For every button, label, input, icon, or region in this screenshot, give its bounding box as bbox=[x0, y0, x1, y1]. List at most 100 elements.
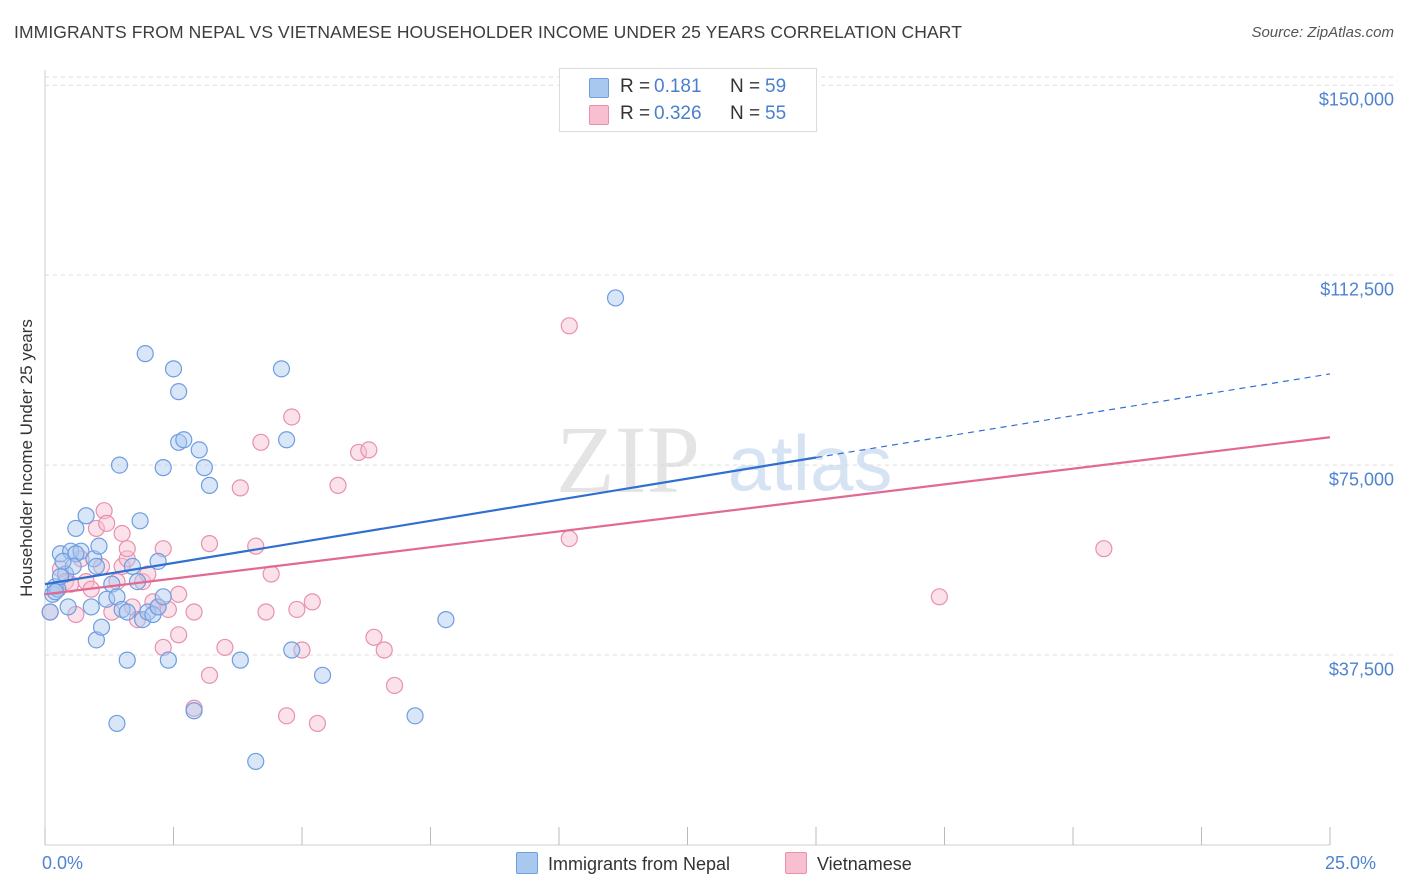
viet-point bbox=[560, 317, 578, 335]
viet-point bbox=[159, 600, 177, 619]
nepal-point bbox=[110, 456, 129, 474]
viet-point bbox=[185, 603, 203, 621]
y-tick-label: $112,500 bbox=[1320, 279, 1394, 300]
viet-point bbox=[308, 714, 327, 733]
nepal-point bbox=[406, 707, 424, 725]
chart-title: IMMIGRANTS FROM NEPAL VS VIETNAMESE HOUS… bbox=[14, 22, 963, 42]
bottom-legend-swatch-nepal bbox=[516, 852, 538, 874]
viet-point bbox=[170, 585, 188, 603]
viet-point bbox=[200, 666, 219, 684]
legend-n-value-viet: 55 bbox=[765, 103, 787, 124]
vietnamese-series bbox=[41, 317, 1113, 733]
x-tick-label-min: 0.0% bbox=[42, 853, 84, 873]
legend-row-viet: R = 0.326 N = 55 bbox=[560, 101, 816, 127]
grid-lines bbox=[45, 76, 1395, 656]
source-label: Source: ZipAtlas.com bbox=[1251, 24, 1394, 41]
viet-point bbox=[113, 524, 131, 543]
viet-point bbox=[349, 443, 368, 462]
nepal-point bbox=[136, 345, 154, 363]
legend-n-label: N = bbox=[730, 76, 761, 97]
viet-point bbox=[385, 676, 404, 695]
viet-point bbox=[288, 600, 306, 619]
nepal-point bbox=[195, 459, 213, 477]
nepal-point bbox=[108, 714, 126, 733]
nepal-point bbox=[164, 360, 183, 378]
viet-point bbox=[360, 441, 378, 459]
nepal-point bbox=[59, 598, 77, 616]
nepal-point bbox=[108, 588, 126, 606]
nepal-point bbox=[67, 545, 85, 563]
nepal-point bbox=[77, 507, 95, 525]
viet-point bbox=[144, 593, 162, 611]
nepal-point bbox=[190, 441, 208, 459]
axes bbox=[44, 70, 1331, 846]
nepal-point bbox=[54, 552, 72, 570]
correlation-legend: R = 0.181 N = 59 R = 0.326 N = 55 bbox=[559, 68, 817, 132]
legend-r-label: R = bbox=[620, 103, 651, 124]
nepal-point bbox=[231, 651, 249, 669]
bottom-legend-swatch-viet bbox=[785, 852, 807, 874]
viet-point bbox=[200, 535, 219, 553]
nepal-point bbox=[185, 702, 203, 720]
nepal-point bbox=[87, 631, 106, 649]
y-tick-label: $37,500 bbox=[1328, 659, 1394, 680]
viet-point bbox=[170, 626, 188, 644]
nepal-point bbox=[123, 557, 141, 576]
viet-point bbox=[118, 540, 136, 558]
watermark-atlas: atlas bbox=[728, 419, 893, 507]
nepal-trend-line bbox=[44, 456, 817, 586]
nepal-point bbox=[272, 360, 291, 378]
nepal-point bbox=[175, 431, 193, 449]
viet-point bbox=[154, 540, 172, 558]
bottom-legend-viet: Vietnamese bbox=[785, 852, 912, 875]
bottom-legend-label-viet: Vietnamese bbox=[817, 854, 912, 874]
nepal-point bbox=[64, 557, 82, 576]
x-tick-label-max: 25.0% bbox=[1325, 853, 1377, 873]
nepal-point bbox=[247, 752, 265, 771]
nepal-point bbox=[170, 383, 188, 401]
viet-point bbox=[123, 598, 141, 616]
viet-point bbox=[95, 502, 113, 520]
viet-point bbox=[87, 519, 106, 538]
nepal-point bbox=[313, 666, 332, 684]
viet-point bbox=[98, 514, 116, 532]
nepal-point bbox=[118, 651, 136, 669]
viet-point bbox=[154, 638, 172, 657]
legend-n-value-nepal: 59 bbox=[765, 76, 787, 97]
nepal-point bbox=[131, 512, 149, 530]
bottom-legend-nepal: Immigrants from Nepal bbox=[516, 852, 730, 875]
legend-r-value-viet: 0.326 bbox=[654, 103, 702, 124]
bottom-legend-label-nepal: Immigrants from Nepal bbox=[548, 854, 731, 874]
viet-point bbox=[375, 641, 393, 659]
nepal-point bbox=[90, 537, 108, 555]
nepal-point bbox=[118, 603, 136, 621]
legend-r-label: R = bbox=[620, 76, 651, 97]
viet-point bbox=[247, 537, 265, 555]
viet-point bbox=[365, 628, 383, 646]
viet-trend-line bbox=[44, 436, 1331, 596]
viet-point bbox=[231, 479, 249, 497]
viet-point bbox=[303, 593, 321, 611]
viet-point bbox=[283, 408, 301, 426]
legend-swatch-viet bbox=[589, 105, 609, 125]
viet-point bbox=[252, 433, 270, 451]
nepal-trend-extension bbox=[815, 373, 1331, 459]
nepal-point bbox=[159, 651, 177, 669]
nepal-point bbox=[277, 431, 296, 449]
nepal-point bbox=[200, 476, 219, 494]
y-tick-label: $75,000 bbox=[1328, 469, 1394, 490]
nepal-point bbox=[67, 519, 85, 538]
nepal-point bbox=[154, 459, 172, 477]
viet-point bbox=[930, 588, 948, 606]
trend-lines bbox=[44, 373, 1331, 596]
y-tick-label: $150,000 bbox=[1318, 89, 1394, 110]
viet-point bbox=[1095, 540, 1113, 558]
viet-point bbox=[257, 603, 275, 621]
nepal-point bbox=[606, 289, 625, 307]
legend-n-label: N = bbox=[730, 103, 761, 124]
viet-point bbox=[560, 529, 578, 548]
nepal-point bbox=[283, 641, 301, 659]
legend-r-value-nepal: 0.181 bbox=[654, 76, 702, 97]
viet-point bbox=[329, 476, 347, 494]
